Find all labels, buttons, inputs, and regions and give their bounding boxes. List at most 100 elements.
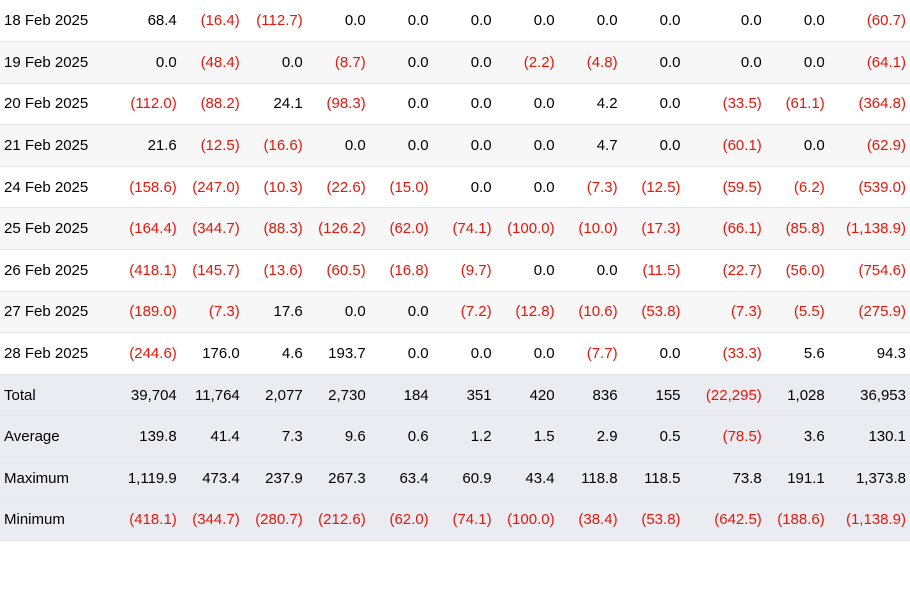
cell: 1,028 [766,374,829,416]
cell: (16.6) [244,125,307,167]
cell: 94.3 [829,333,910,375]
cell: 0.0 [622,42,685,84]
cell: (275.9) [829,291,910,333]
cell: (1,138.9) [829,499,910,541]
cell: 4.2 [559,83,622,125]
cell: 1,373.8 [829,458,910,500]
cell: (539.0) [829,166,910,208]
table-row: 21 Feb 202521.6(12.5)(16.6)0.00.00.00.04… [0,125,910,167]
cell: 155 [622,374,685,416]
cell: 1.2 [433,416,496,458]
cell: 0.0 [433,83,496,125]
cell: (16.4) [181,0,244,42]
cell: (344.7) [181,499,244,541]
cell: 139.8 [118,416,181,458]
cell: 0.0 [370,42,433,84]
cell: (56.0) [766,250,829,292]
cell: 118.8 [559,458,622,500]
cell: 2.9 [559,416,622,458]
table-row: 28 Feb 2025(244.6)176.04.6193.70.00.00.0… [0,333,910,375]
table-row: 27 Feb 2025(189.0)(7.3)17.60.00.0(7.2)(1… [0,291,910,333]
cell: 4.6 [244,333,307,375]
cell: 0.0 [307,125,370,167]
cell: 5.6 [766,333,829,375]
cell: (7.3) [685,291,766,333]
cell: (8.7) [307,42,370,84]
cell: (4.8) [559,42,622,84]
cell: (5.5) [766,291,829,333]
row-label: 28 Feb 2025 [0,333,118,375]
cell: (22.7) [685,250,766,292]
row-label: 18 Feb 2025 [0,0,118,42]
cell: 0.0 [622,333,685,375]
cell: (88.3) [244,208,307,250]
cell: (126.2) [307,208,370,250]
cell: (2.2) [496,42,559,84]
cell: (6.2) [766,166,829,208]
summary-row: Minimum(418.1)(344.7)(280.7)(212.6)(62.0… [0,499,910,541]
cell: 0.0 [496,83,559,125]
cell: 43.4 [496,458,559,500]
cell: (88.2) [181,83,244,125]
cell: 0.0 [244,42,307,84]
cell: 0.0 [370,83,433,125]
cell: (62.9) [829,125,910,167]
cell: 0.0 [370,0,433,42]
row-label: 20 Feb 2025 [0,83,118,125]
summary-row: Average139.841.47.39.60.61.21.52.90.5(78… [0,416,910,458]
cell: 237.9 [244,458,307,500]
cell: (64.1) [829,42,910,84]
cell: 1.5 [496,416,559,458]
cell: (364.8) [829,83,910,125]
summary-row: Total39,70411,7642,0772,7301843514208361… [0,374,910,416]
cell: 0.6 [370,416,433,458]
cell: (74.1) [433,499,496,541]
cell: (60.7) [829,0,910,42]
cell: (53.8) [622,291,685,333]
cell: 0.0 [118,42,181,84]
cell: (16.8) [370,250,433,292]
cell: 0.0 [559,0,622,42]
cell: (418.1) [118,250,181,292]
cell: 0.0 [685,0,766,42]
cell: 3.6 [766,416,829,458]
cell: 0.5 [622,416,685,458]
cell: (244.6) [118,333,181,375]
cell: (33.5) [685,83,766,125]
cell: (10.6) [559,291,622,333]
cell: 63.4 [370,458,433,500]
cell: (78.5) [685,416,766,458]
cell: (13.6) [244,250,307,292]
row-label: 25 Feb 2025 [0,208,118,250]
table-row: 26 Feb 2025(418.1)(145.7)(13.6)(60.5)(16… [0,250,910,292]
cell: 0.0 [307,0,370,42]
cell: 193.7 [307,333,370,375]
cell: 0.0 [433,166,496,208]
row-label: 19 Feb 2025 [0,42,118,84]
cell: (61.1) [766,83,829,125]
cell: (7.3) [181,291,244,333]
cell: 68.4 [118,0,181,42]
cell: (100.0) [496,499,559,541]
cell: (7.2) [433,291,496,333]
cell: (22.6) [307,166,370,208]
cell: (212.6) [307,499,370,541]
cell: 0.0 [685,42,766,84]
cell: 39,704 [118,374,181,416]
cell: (11.5) [622,250,685,292]
cell: 0.0 [496,250,559,292]
cell: (12.8) [496,291,559,333]
cell: 36,953 [829,374,910,416]
cell: 176.0 [181,333,244,375]
row-label: 27 Feb 2025 [0,291,118,333]
cell: 0.0 [433,42,496,84]
row-label: Maximum [0,458,118,500]
cell: 21.6 [118,125,181,167]
cell: (112.7) [244,0,307,42]
cell: (85.8) [766,208,829,250]
cell: 836 [559,374,622,416]
cell: (60.1) [685,125,766,167]
cell: 0.0 [370,291,433,333]
cell: (100.0) [496,208,559,250]
cell: 0.0 [433,0,496,42]
